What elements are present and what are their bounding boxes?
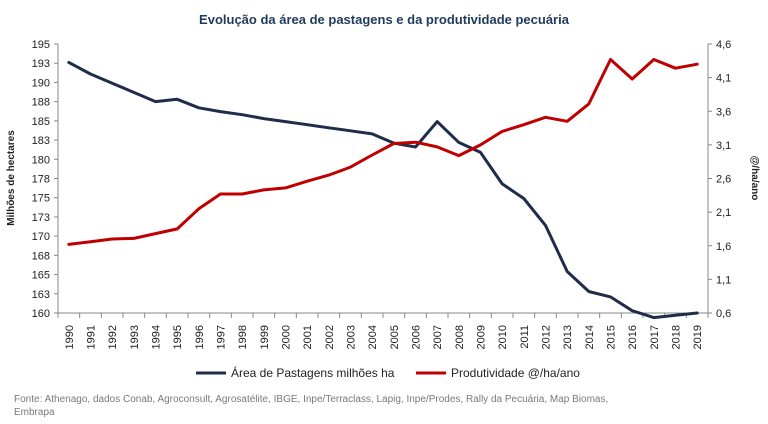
x-tick-label: 2015 xyxy=(606,325,618,349)
left-tick-label: 195 xyxy=(32,39,50,51)
left-tick-label: 173 xyxy=(32,212,50,224)
left-tick-label: 168 xyxy=(32,250,50,262)
x-tick-label: 2009 xyxy=(476,325,488,349)
left-tick-label: 180 xyxy=(32,154,50,166)
x-tick-label: 1997 xyxy=(216,325,228,349)
left-tick-label: 193 xyxy=(32,58,50,70)
right-tick-label: 3,1 xyxy=(716,140,731,152)
x-tick-label: 2001 xyxy=(302,325,314,349)
x-tick-label: 1999 xyxy=(259,325,271,349)
x-tick-label: 2003 xyxy=(346,325,358,349)
x-tick-label: 1993 xyxy=(129,325,141,349)
x-tick-label: 2013 xyxy=(562,325,574,349)
x-tick-label: 2018 xyxy=(671,325,683,349)
right-tick-label: 2,6 xyxy=(716,174,731,186)
x-tick-label: 2014 xyxy=(584,325,596,349)
right-tick-label: 4,1 xyxy=(716,73,731,85)
x-tick-label: 2019 xyxy=(692,325,704,349)
series-line-area xyxy=(67,60,699,320)
right-tick-label: 3,6 xyxy=(716,106,731,118)
plot-area: 195 193 190 188 185 183 180 178 175 173 170 168 165 1… xyxy=(32,39,732,349)
right-axis-label: @/ha/ano xyxy=(749,156,760,201)
left-tick-label: 175 xyxy=(32,193,50,205)
left-tick-label: 178 xyxy=(32,174,50,186)
x-tick-label: 2017 xyxy=(649,325,661,349)
x-tick-label: 2008 xyxy=(454,325,466,349)
right-tick-label: 1,6 xyxy=(716,241,731,253)
left-axis-label: Milhões de hectares xyxy=(6,130,17,226)
right-tick-label: 4,6 xyxy=(716,39,731,51)
x-tick-label: 1994 xyxy=(151,325,163,349)
x-tick-label: 1996 xyxy=(194,325,206,349)
left-tick-label: 183 xyxy=(32,135,50,147)
x-tick-label: 2005 xyxy=(389,325,401,349)
x-tick-label: 2011 xyxy=(519,325,531,349)
left-tick-label: 190 xyxy=(32,77,50,89)
source-note: Fonte: Athenago, dados Conab, Agroconsul… xyxy=(14,394,609,418)
left-tick-label: 160 xyxy=(32,308,50,320)
right-tick-label: 0,6 xyxy=(716,308,731,320)
x-tick-label: 1990 xyxy=(64,325,76,349)
x-tick-label: 2012 xyxy=(541,325,553,349)
x-tick-label: 2010 xyxy=(497,325,509,349)
left-tick-label: 163 xyxy=(32,289,50,301)
x-tick-label: 1998 xyxy=(237,325,249,349)
legend-label-productivity: Produtividade @/ha/ano xyxy=(451,366,580,380)
left-tick-label: 165 xyxy=(32,270,50,282)
x-tick-label: 2000 xyxy=(281,325,293,349)
series-line-productivity xyxy=(67,58,699,246)
x-tick-label: 2016 xyxy=(627,325,639,349)
x-tick-label: 1992 xyxy=(107,325,119,349)
x-tick-label: 2006 xyxy=(411,325,423,349)
right-tick-label: 2,1 xyxy=(716,207,731,219)
left-tick-label: 188 xyxy=(32,97,50,109)
x-tick-label: 2004 xyxy=(367,325,379,349)
x-tick-label: 1995 xyxy=(172,325,184,349)
chart-title: Evolução da área de pastagens e da produ… xyxy=(199,12,570,27)
left-tick-label: 170 xyxy=(32,231,50,243)
x-tick-label: 2007 xyxy=(432,325,444,349)
right-tick-label: 1,1 xyxy=(716,274,731,286)
left-tick-label: 185 xyxy=(32,116,50,128)
legend-label-area: Área de Pastagens milhões ha xyxy=(231,365,395,380)
x-tick-label: 1991 xyxy=(86,325,98,349)
legend: Área de Pastagens milhões ha Produtivida… xyxy=(196,365,580,380)
x-tick-label: 2002 xyxy=(324,325,336,349)
